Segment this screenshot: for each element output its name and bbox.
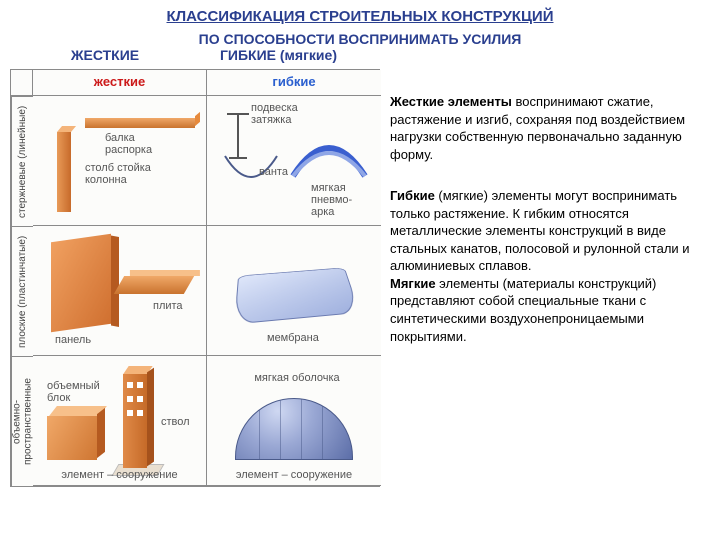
column-headers: ЖЕСТКИЕ ГИБКИЕ (мягкие) bbox=[0, 47, 720, 69]
footer-label-right: элемент – сооружение bbox=[207, 469, 381, 481]
diagram: жесткие гибкие стержневые (линейные) бал… bbox=[10, 69, 380, 487]
volume-block-icon bbox=[47, 416, 97, 460]
side-row-3: объемно-пространственные bbox=[11, 356, 33, 486]
p1-bold: Жесткие элементы bbox=[390, 94, 512, 109]
p2-bold2: Мягкие bbox=[390, 276, 436, 291]
column-icon bbox=[57, 132, 71, 212]
lbl-block: объемный блок bbox=[47, 380, 109, 404]
paragraph-rigid: Жесткие элементы воспринимают сжатие, ра… bbox=[390, 93, 710, 163]
head-rigid: жесткие bbox=[33, 70, 207, 96]
lbl-beam: балка распорка bbox=[105, 132, 175, 156]
p2-bold1: Гибкие bbox=[390, 188, 435, 203]
lbl-vanta: ванта bbox=[259, 166, 288, 178]
soft-shell-icon bbox=[235, 398, 353, 460]
side-row-2: плоские (пластинчатые) bbox=[11, 226, 33, 356]
lbl-column: столб стойка колонна bbox=[85, 162, 155, 186]
lbl-plate: плита bbox=[153, 300, 183, 312]
cell-r3-flex: мягкая оболочка элемент – сооружение bbox=[207, 356, 381, 486]
footer-label-left: элемент – сооружение bbox=[33, 469, 206, 481]
lbl-membrane: мембрана bbox=[267, 332, 319, 344]
cell-r2-flex: мембрана bbox=[207, 226, 381, 356]
cell-r1-flex: подвеска затяжка ванта мягкая пневмо-арк… bbox=[207, 96, 381, 226]
side-row-1: стержневые (линейные) bbox=[11, 96, 33, 226]
lbl-panel: панель bbox=[55, 334, 91, 346]
beam-icon bbox=[85, 118, 195, 128]
plate-icon bbox=[114, 276, 194, 294]
head-flex: гибкие bbox=[207, 70, 381, 96]
lbl-tower: ствол bbox=[161, 416, 190, 428]
p2-after1: (мягкие) элементы могут воспринимать тол… bbox=[390, 188, 690, 273]
paragraph-flex: Гибкие (мягкие) элементы могут восприним… bbox=[390, 187, 710, 345]
text-column: Жесткие элементы воспринимают сжатие, ра… bbox=[390, 69, 710, 487]
cell-r2-rigid: панель плита bbox=[33, 226, 207, 356]
lbl-shell: мягкая оболочка bbox=[247, 372, 347, 384]
cell-r3-rigid: объемный блок ствол элемент – сооружение bbox=[33, 356, 207, 486]
col-right: ГИБКИЕ (мягкие) bbox=[200, 47, 400, 63]
content-row: жесткие гибкие стержневые (линейные) бал… bbox=[0, 69, 720, 487]
tower-icon bbox=[123, 374, 147, 468]
col-left: ЖЕСТКИЕ bbox=[10, 47, 200, 63]
membrane-icon bbox=[234, 267, 360, 324]
page-title: КЛАССИФИКАЦИЯ СТРОИТЕЛЬНЫХ КОНСТРУКЦИЙ bbox=[0, 0, 720, 29]
lbl-hanger: подвеска затяжка bbox=[251, 102, 323, 126]
subtitle: ПО СПОСОБНОСТИ ВОСПРИНИМАТЬ УСИЛИЯ bbox=[0, 29, 720, 47]
panel-icon bbox=[51, 234, 111, 332]
cell-r1-rigid: балка распорка столб стойка колонна bbox=[33, 96, 207, 226]
lbl-pneumo: мягкая пневмо-арка bbox=[311, 182, 375, 218]
